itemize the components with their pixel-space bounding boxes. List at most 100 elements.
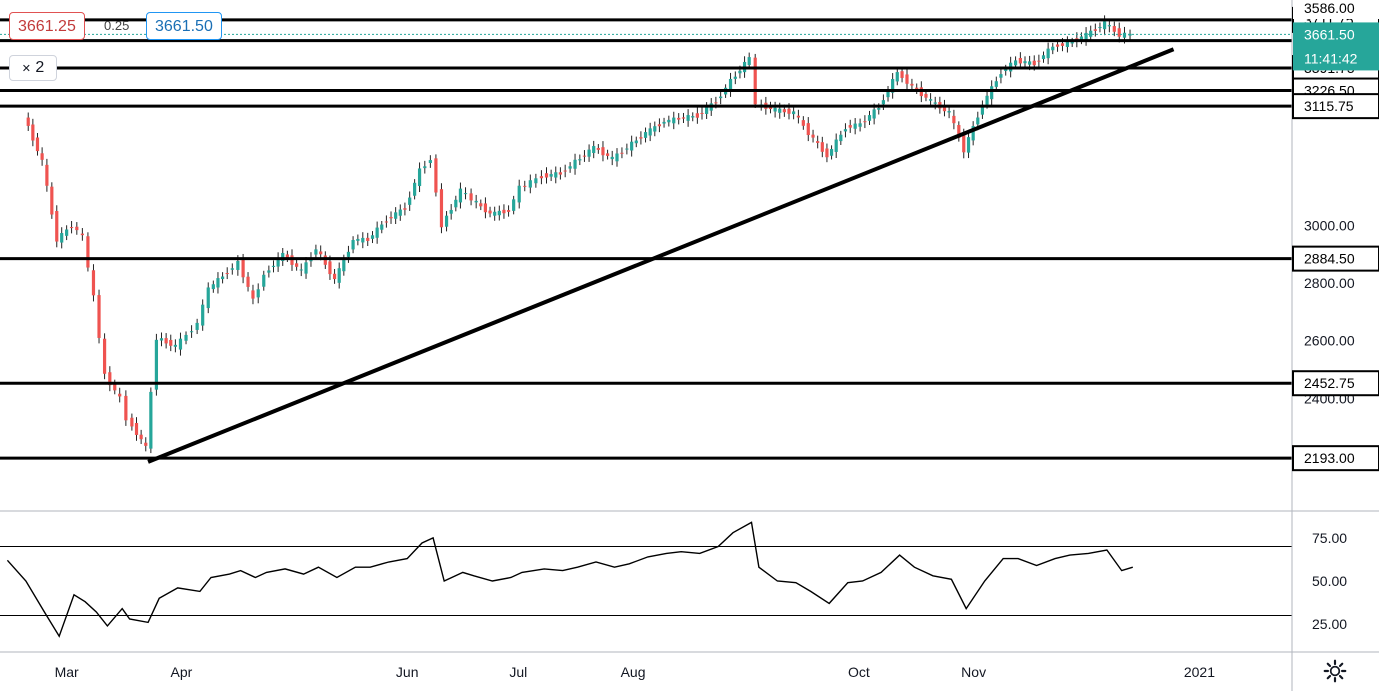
- candle-body: [1107, 25, 1111, 27]
- candle-body: [620, 152, 624, 154]
- candle-body: [493, 211, 497, 216]
- candle-body: [947, 111, 951, 113]
- candle-body: [1037, 60, 1041, 62]
- candle-body: [502, 209, 506, 214]
- candle-body: [1122, 32, 1127, 38]
- candle-body: [295, 263, 299, 267]
- candle-body: [853, 123, 857, 129]
- candle-body: [1028, 61, 1032, 65]
- candle-body: [839, 134, 843, 142]
- countdown-label: 11:41:42: [1304, 50, 1358, 66]
- candle-body: [1023, 61, 1027, 64]
- candle-body: [281, 252, 285, 261]
- candle-body: [225, 273, 229, 275]
- candle-body: [113, 383, 117, 391]
- candle-body: [1117, 28, 1121, 37]
- gear-icon[interactable]: [1322, 658, 1348, 684]
- candle-body: [957, 125, 961, 138]
- candle-body: [201, 304, 205, 326]
- candle-body: [26, 117, 30, 126]
- candle-body: [714, 102, 718, 104]
- current-price-label: 3661.50: [1304, 26, 1355, 42]
- candle-body: [686, 115, 690, 121]
- candle-body: [605, 153, 610, 156]
- time-tick-label: Apr: [170, 664, 192, 680]
- candle-body: [681, 117, 686, 119]
- candle-body: [75, 226, 79, 231]
- candle-body: [792, 111, 796, 115]
- candle-body: [568, 166, 572, 169]
- candle-body: [639, 137, 643, 139]
- candle-body: [423, 166, 427, 169]
- candle-body: [55, 211, 59, 242]
- candle-body: [820, 142, 824, 152]
- ask-price[interactable]: 3661.50: [146, 12, 222, 40]
- candle-body: [796, 115, 800, 118]
- chevron-icon: ✕: [21, 63, 31, 75]
- candle-body: [285, 254, 289, 259]
- candle-body: [905, 74, 909, 84]
- candle-body: [942, 105, 947, 112]
- price-tick-label: 2800.00: [1304, 275, 1355, 291]
- candle-body: [512, 199, 516, 211]
- candle-body: [895, 72, 899, 82]
- candle-body: [50, 186, 54, 215]
- quantity-value: 2: [35, 59, 45, 76]
- candle-body: [643, 132, 648, 138]
- candle-body: [1070, 41, 1074, 44]
- candle-body: [169, 339, 173, 346]
- level-price-box: [1292, 245, 1379, 272]
- candle-body: [195, 322, 199, 330]
- candle-body: [370, 235, 375, 239]
- candle-body: [773, 107, 777, 112]
- candle-body: [592, 146, 596, 154]
- candle-body: [31, 124, 35, 141]
- candle-body: [458, 188, 463, 203]
- trendline-layer: [147, 47, 1175, 464]
- candle-body: [403, 208, 407, 210]
- candle-body: [173, 344, 177, 347]
- time-tick-label: Jun: [396, 664, 419, 680]
- candle-body: [483, 203, 488, 213]
- candle-body: [356, 238, 360, 241]
- candle-body: [216, 278, 220, 288]
- candle-body: [408, 197, 412, 205]
- time-tick-label: Nov: [961, 664, 986, 680]
- candle-body: [251, 290, 255, 299]
- candle-body: [677, 117, 681, 120]
- quantity-field[interactable]: ✕ 2: [9, 55, 57, 81]
- candle-body: [733, 76, 737, 79]
- candle-body: [314, 249, 318, 255]
- candle-body: [858, 123, 862, 127]
- candle-body: [332, 273, 337, 280]
- candle-body: [449, 209, 453, 214]
- time-tick-label: Aug: [621, 664, 646, 680]
- candle-body: [528, 180, 532, 188]
- bid-price[interactable]: 3661.25: [9, 12, 85, 40]
- candle-body: [184, 334, 188, 341]
- candle-body: [886, 90, 890, 98]
- candle-body: [271, 265, 276, 267]
- candle-body: [346, 251, 351, 257]
- candle-body: [389, 216, 393, 219]
- candle-body: [863, 121, 867, 123]
- candle-body: [1112, 26, 1116, 32]
- candle-body: [164, 338, 168, 344]
- candle-body: [549, 174, 553, 177]
- extra-price-label: 3586.00: [1304, 0, 1355, 16]
- candle-body: [230, 268, 234, 270]
- candle-body: [728, 78, 733, 91]
- rsi-pane: 75.00 50.00 25.00: [0, 521, 1347, 638]
- candle-body: [366, 237, 370, 241]
- candle-body: [848, 125, 852, 128]
- candle-body: [662, 121, 666, 124]
- candle-body: [811, 134, 815, 138]
- candle-body: [928, 99, 933, 101]
- candle-body: [262, 274, 266, 287]
- candle-body: [816, 141, 820, 143]
- rsi-tick-label: 75.00: [1312, 530, 1347, 546]
- level-price-box: [1292, 93, 1379, 120]
- candle-body: [1089, 30, 1093, 37]
